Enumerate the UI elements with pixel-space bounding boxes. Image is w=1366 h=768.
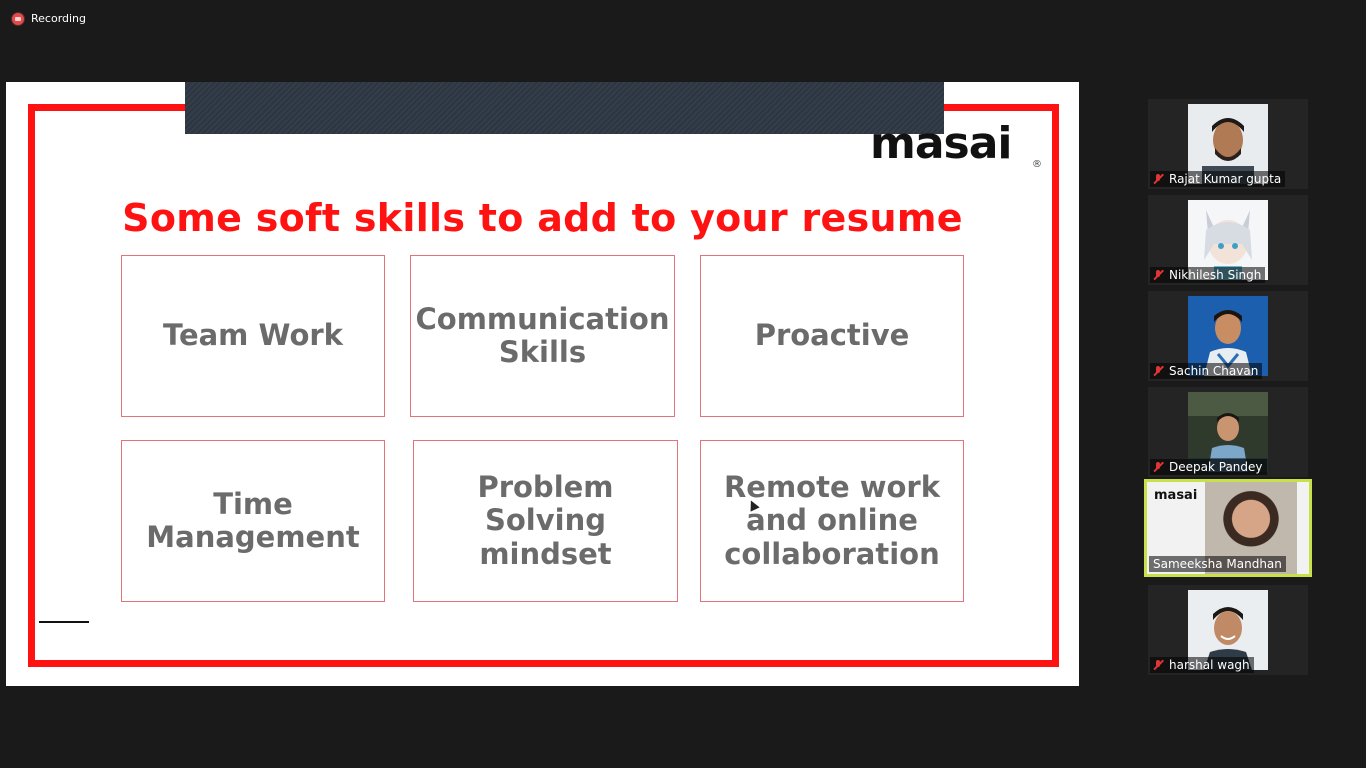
slide-title: Some soft skills to add to your resume <box>122 196 963 240</box>
skill-card: Remote work and online collaboration <box>700 440 964 602</box>
participant-name: Sameeksha Mandhan <box>1153 557 1282 571</box>
participant-tile[interactable]: Sachin Chavan <box>1148 291 1308 381</box>
recording-label: Recording <box>31 12 87 25</box>
active-speaker-tile[interactable]: masai Sameeksha Mandhan <box>1144 479 1312 577</box>
slide-underline-mark <box>39 621 89 623</box>
participant-name: harshal wagh <box>1169 658 1250 672</box>
masai-logo-overlay: masai <box>1154 488 1198 503</box>
skill-label: Remote work and online collaboration <box>723 469 941 571</box>
skill-label: Proactive <box>754 318 910 353</box>
skill-card: Team Work <box>121 255 385 417</box>
masai-logo: masai <box>870 118 1013 169</box>
participant-name-row: Sachin Chavan <box>1150 363 1263 379</box>
participant-name: Deepak Pandey <box>1169 460 1263 474</box>
participant-avatar <box>1188 104 1268 184</box>
recording-icon <box>12 12 24 25</box>
skill-card: Time Management <box>121 440 385 602</box>
participant-tile[interactable]: Rajat Kumar gupta <box>1148 99 1308 189</box>
mic-muted-icon <box>1152 659 1164 671</box>
participant-video <box>1188 104 1268 184</box>
participant-name-row: Deepak Pandey <box>1150 459 1267 475</box>
mic-muted-icon <box>1152 269 1164 281</box>
participant-name: Rajat Kumar gupta <box>1169 172 1282 186</box>
skill-label: Time Management <box>146 486 360 554</box>
participant-name-row: Nikhilesh Singh <box>1150 267 1266 283</box>
recording-indicator: Recording <box>12 12 86 25</box>
mic-muted-icon <box>1152 461 1164 473</box>
participant-tile[interactable]: Deepak Pandey <box>1148 387 1308 477</box>
skill-card: Proactive <box>700 255 964 417</box>
participant-name-row: harshal wagh <box>1150 657 1254 673</box>
registered-mark: ® <box>1032 159 1042 170</box>
participant-tile[interactable]: Nikhilesh Singh <box>1148 195 1308 285</box>
slide-header-bar <box>185 82 944 134</box>
participant-tile[interactable]: harshal wagh <box>1148 585 1308 675</box>
mic-muted-icon <box>1152 173 1164 185</box>
shared-screen: masai ® Some soft skills to add to your … <box>6 82 1079 686</box>
skill-card: Communication Skills <box>410 255 675 417</box>
participant-name-row: Rajat Kumar gupta <box>1150 171 1286 187</box>
skill-label: Problem Solving mindset <box>477 469 614 571</box>
mic-muted-icon <box>1152 365 1164 377</box>
participant-name-row: Sameeksha Mandhan <box>1149 556 1286 572</box>
participant-name: Nikhilesh Singh <box>1169 268 1262 282</box>
participant-name: Sachin Chavan <box>1169 364 1259 378</box>
skill-label: Communication Skills <box>415 301 670 369</box>
skill-card: Problem Solving mindset <box>413 440 678 602</box>
skill-label: Team Work <box>163 318 343 353</box>
